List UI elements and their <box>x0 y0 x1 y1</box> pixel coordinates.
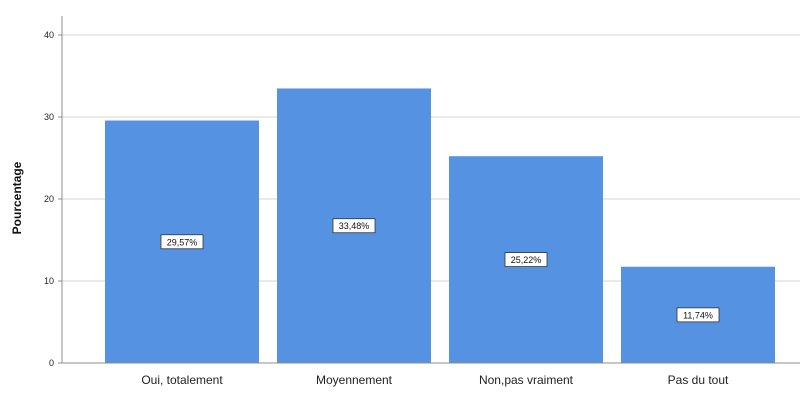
y-tick-label-30: 30 <box>44 112 54 122</box>
x-tick-label-1: Oui, totalement <box>141 373 223 387</box>
data-label-box-4 <box>676 307 720 323</box>
data-label-1: 29,57% <box>167 237 198 247</box>
y-tick-label-0: 0 <box>49 358 54 368</box>
y-tick-label-40: 40 <box>44 30 54 40</box>
bars <box>105 88 775 364</box>
y-axis-title: Pourcentage <box>10 161 24 234</box>
x-tick-label-3: Non,pas vraiment <box>479 373 574 387</box>
y-tick-label-20: 20 <box>44 194 54 204</box>
data-label-2: 33,48% <box>339 221 370 231</box>
data-label-box-3 <box>504 252 548 267</box>
x-tick-label-2: Moyennement <box>316 373 393 387</box>
y-tick-label-10: 10 <box>44 276 54 286</box>
x-tick-label-4: Pas du tout <box>668 373 729 387</box>
labels: 0 10 20 30 40 Oui, totalement 29,57% Moyennemen… <box>44 30 729 387</box>
axes <box>58 16 800 364</box>
data-label-3: 25,22% <box>511 255 542 265</box>
data-label-box-2 <box>332 218 376 234</box>
data-label-4: 11,74% <box>683 310 713 320</box>
data-label-box-1 <box>160 234 204 250</box>
